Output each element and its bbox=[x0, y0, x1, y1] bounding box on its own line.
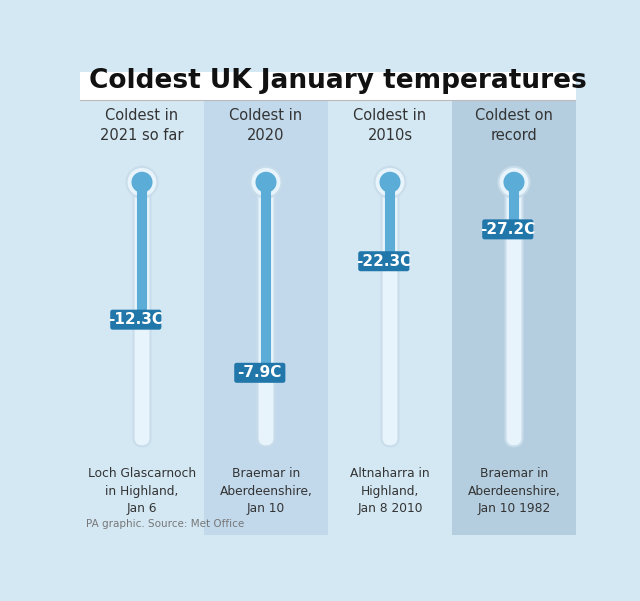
FancyBboxPatch shape bbox=[358, 251, 410, 271]
Text: -27.2C: -27.2C bbox=[480, 222, 536, 237]
Circle shape bbox=[131, 172, 152, 193]
Bar bbox=[452, 100, 576, 535]
Circle shape bbox=[380, 172, 401, 193]
Circle shape bbox=[250, 167, 282, 198]
Text: Coldest UK January temperatures: Coldest UK January temperatures bbox=[90, 67, 587, 94]
FancyBboxPatch shape bbox=[134, 181, 150, 447]
Text: -12.3C: -12.3C bbox=[108, 312, 163, 327]
Circle shape bbox=[255, 172, 276, 193]
FancyBboxPatch shape bbox=[482, 219, 533, 239]
Bar bbox=[328, 100, 452, 535]
FancyBboxPatch shape bbox=[509, 182, 519, 230]
Text: Coldest in
2010s: Coldest in 2010s bbox=[353, 108, 427, 143]
Text: PA graphic. Source: Met Office: PA graphic. Source: Met Office bbox=[86, 519, 244, 529]
Bar bbox=[204, 100, 328, 535]
FancyBboxPatch shape bbox=[137, 182, 147, 320]
FancyBboxPatch shape bbox=[257, 181, 275, 447]
Text: Braemar in
Aberdeenshire,
Jan 10 1982: Braemar in Aberdeenshire, Jan 10 1982 bbox=[468, 467, 561, 515]
FancyBboxPatch shape bbox=[261, 182, 271, 374]
FancyBboxPatch shape bbox=[234, 363, 285, 383]
FancyBboxPatch shape bbox=[110, 310, 161, 330]
Circle shape bbox=[504, 172, 525, 193]
Bar bbox=[80, 100, 204, 535]
FancyBboxPatch shape bbox=[506, 181, 522, 447]
FancyBboxPatch shape bbox=[385, 182, 395, 262]
Text: Coldest in
2021 so far: Coldest in 2021 so far bbox=[100, 108, 184, 143]
Bar bbox=[80, 72, 576, 100]
Text: Coldest on
record: Coldest on record bbox=[475, 108, 553, 143]
Circle shape bbox=[127, 167, 157, 198]
Text: Altnaharra in
Highland,
Jan 8 2010: Altnaharra in Highland, Jan 8 2010 bbox=[350, 467, 430, 515]
Circle shape bbox=[499, 167, 529, 198]
Text: -7.9C: -7.9C bbox=[237, 365, 282, 380]
FancyBboxPatch shape bbox=[381, 181, 399, 447]
Circle shape bbox=[374, 167, 406, 198]
Text: -22.3C: -22.3C bbox=[356, 254, 412, 269]
Text: Braemar in
Aberdeenshire,
Jan 10: Braemar in Aberdeenshire, Jan 10 bbox=[220, 467, 312, 515]
Text: Loch Glascarnoch
in Highland,
Jan 6: Loch Glascarnoch in Highland, Jan 6 bbox=[88, 467, 196, 515]
Text: Coldest in
2020: Coldest in 2020 bbox=[229, 108, 303, 143]
